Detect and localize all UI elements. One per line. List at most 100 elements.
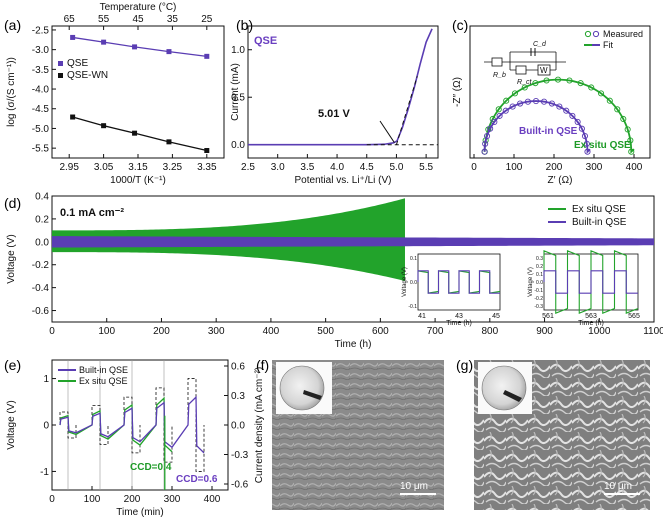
- x-tick-label-d: 100: [98, 326, 115, 337]
- tangent-dashed-b: [395, 76, 418, 145]
- y-axis-label-a: log (σ/(S cm⁻¹)): [6, 57, 17, 127]
- circuit-label-cd: C_d: [533, 41, 547, 48]
- x-tick-label-a: 3.15: [128, 162, 148, 173]
- measured-point-c: [491, 118, 498, 125]
- inset-x-tick-label: 41: [418, 313, 426, 320]
- y-tick-label-d: 0.0: [35, 237, 49, 248]
- measured-point-c: [511, 90, 518, 97]
- y-right-tick-label-e: 0.0: [231, 421, 245, 432]
- x-tick-label-d: 0: [49, 326, 55, 337]
- x-tick-label-e: 400: [204, 494, 221, 505]
- x-tick-label-d: 800: [481, 326, 498, 337]
- measured-point-c: [574, 118, 581, 125]
- measured-point-c: [581, 133, 589, 140]
- y-tick-label-e: -1: [40, 467, 49, 478]
- x-axis-label-c: Z′ (Ω): [548, 175, 573, 186]
- inset-y-tick-label: 0.0: [536, 280, 543, 286]
- y-axis-label-b: Current (mA): [230, 63, 241, 121]
- measured-point-c: [487, 125, 494, 132]
- x-tick-label-d: 1100: [643, 326, 663, 337]
- data-point-a: [101, 39, 107, 45]
- measured-point-c: [554, 76, 562, 83]
- data-point-a: [166, 139, 172, 145]
- x-tick-label-c: 200: [546, 162, 563, 173]
- inset-x-tick-label: 43: [455, 313, 463, 320]
- inset-x-axis-label: Time (h): [446, 320, 472, 327]
- measured-point-c: [509, 103, 516, 110]
- x-tick-label-b: 5.0: [389, 162, 403, 173]
- measured-point-c: [628, 148, 635, 155]
- x-tick-label-d: 500: [317, 326, 334, 337]
- y-tick-label-a: -4.5: [32, 104, 50, 115]
- scalebar-f-label: 10 μm: [400, 481, 428, 492]
- x-tick-label-c: 100: [506, 162, 523, 173]
- legend-marker-c: [592, 30, 600, 38]
- x-tick-label-c: 0: [471, 162, 477, 173]
- x-tick-label-d: 600: [372, 326, 389, 337]
- inset-1-d: 41 43 45 Time (h) Voltage (V)0.1 0.0 -0.1: [402, 253, 501, 327]
- sem-image-g: 10 μm: [474, 360, 650, 510]
- measured-point-c: [532, 80, 539, 87]
- chart-e-ccd: 0 100 200 300 400 1 0 -1 0.6 0.3 0.0 -0.3 -0.6 Time (…: [6, 359, 265, 518]
- y-tick-label-a: -5.5: [32, 144, 50, 155]
- annotation-ccd-ex-situ-e: CCD=0.4: [130, 462, 172, 473]
- panel-tag-c: (c): [452, 17, 468, 33]
- y-tick-label-b: 1.0: [231, 45, 245, 56]
- circuit-warburg: [537, 64, 551, 76]
- inset-x-tick-label: 563: [585, 313, 597, 320]
- measured-point-c: [569, 112, 576, 119]
- circuit-label-w: W: [540, 66, 548, 75]
- y-right-tick-label-e: -0.3: [231, 450, 249, 461]
- circuit-label-rb: R_b: [493, 72, 506, 79]
- y-tick-label-d: 0.2: [35, 214, 49, 225]
- measured-point-c: [624, 126, 631, 133]
- inset-2-d: 561 563 565 Time (h) Voltage (V)0.3 0.2 0.1 0.0…: [528, 250, 640, 327]
- annotation-b: 5.01 V: [318, 108, 350, 120]
- annotation-ccd-built-in-e: CCD=0.6: [176, 474, 218, 485]
- series-line-a: [72, 36, 207, 57]
- inset-x-axis-label: Time (h): [578, 320, 604, 327]
- y-tick-label-b: 0.0: [231, 140, 245, 151]
- inset-x-tick-label: 565: [628, 313, 640, 320]
- x-axis-label-e: Time (min): [116, 507, 163, 518]
- data-point-a: [132, 44, 138, 50]
- x-tick-label-b: 2.5: [241, 162, 255, 173]
- measured-point-c: [482, 140, 489, 147]
- plot-frame-d: [51, 195, 655, 323]
- data-point-a: [204, 53, 210, 59]
- y-right-tick-label-e: -0.6: [231, 480, 249, 491]
- circuit-resistor-rb: [491, 57, 503, 67]
- legend-label-c: Measured: [603, 29, 643, 39]
- inset-y-tick-label: 0.1: [410, 256, 417, 262]
- measured-point-c: [489, 115, 496, 123]
- measured-point-c: [483, 133, 491, 140]
- y-tick-label-d: -0.4: [32, 283, 50, 294]
- legend-label-a: QSE: [67, 58, 88, 69]
- panel-tag-d: (d): [4, 195, 21, 211]
- measured-point-c: [524, 98, 531, 105]
- measured-point-c: [495, 106, 502, 113]
- inset-y-tick-label: 0.1: [536, 272, 543, 278]
- y-tick-label-d: 0.4: [35, 192, 49, 203]
- series-line-b: [248, 28, 433, 146]
- x-tick-label-a: 3.35: [197, 162, 217, 173]
- legend-label-e: Built-in QSE: [79, 365, 128, 375]
- x-axis-label-a: 1000/T (K⁻¹): [110, 175, 166, 186]
- data-point-a: [101, 123, 107, 129]
- top-tick-label-a: 35: [167, 14, 179, 25]
- measured-point-c: [563, 107, 570, 114]
- measured-point-c: [541, 98, 548, 105]
- panel-tag-a: (a): [4, 17, 21, 33]
- series-label-b: QSE: [254, 35, 277, 47]
- measured-point-c: [532, 98, 540, 105]
- inset-y-tick-label: -0.3: [534, 304, 543, 310]
- chart-b-lsv: 2.5 3.0 3.5 4.0 4.5 5.0 5.5 0.0 0.5 1.0 Potential …: [230, 25, 439, 186]
- data-point-a: [70, 114, 76, 120]
- data-point-a: [166, 49, 172, 55]
- measured-point-c: [517, 100, 524, 107]
- inset-y-tick-label: -0.1: [408, 304, 417, 310]
- inset-y-tick-label: 0.3: [536, 256, 543, 262]
- panel-tag-e: (e): [4, 357, 21, 373]
- inset-y-axis-label: Voltage (V): [528, 267, 534, 297]
